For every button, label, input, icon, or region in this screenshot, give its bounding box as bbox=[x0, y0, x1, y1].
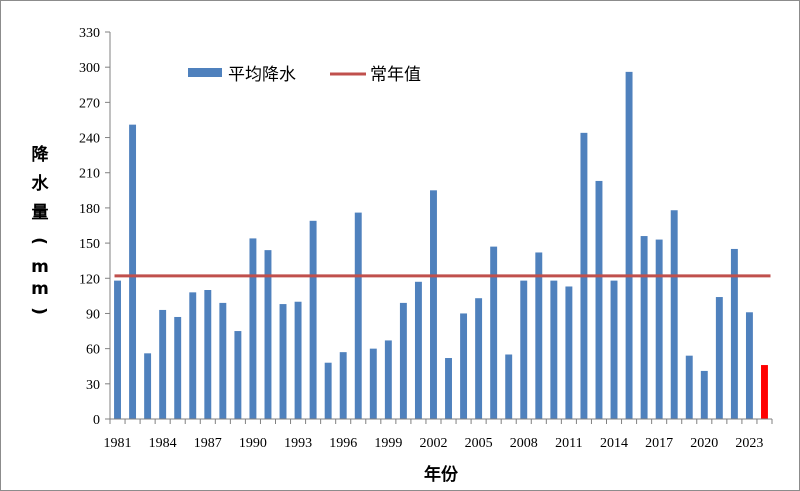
y-tick-label-60: 60 bbox=[86, 343, 100, 358]
x-tick-label-2002: 2002 bbox=[419, 436, 447, 451]
x-tick-label-1999: 1999 bbox=[374, 436, 402, 451]
bar-2000 bbox=[399, 302, 407, 419]
bar-2018 bbox=[670, 210, 678, 419]
bar-2017 bbox=[655, 239, 663, 419]
y-tick-label-300: 300 bbox=[79, 61, 100, 76]
x-tick-label-2014: 2014 bbox=[600, 436, 628, 451]
bar-1990 bbox=[249, 238, 257, 419]
bar-1987 bbox=[204, 290, 212, 419]
y-tick-label-0: 0 bbox=[93, 413, 100, 428]
bar-1993 bbox=[294, 301, 302, 419]
x-axis-title: 年份 bbox=[424, 464, 459, 485]
bar-series bbox=[114, 71, 768, 420]
bar-2022 bbox=[730, 248, 738, 419]
y-axis: 0 30 60 90 120 150 180 210 240 270 300 330 bbox=[79, 26, 111, 428]
y-tick-label-270: 270 bbox=[79, 96, 100, 111]
y-axis-title-char: 量 bbox=[32, 202, 49, 223]
bar-2007 bbox=[505, 354, 513, 419]
x-tick-label-1984: 1984 bbox=[149, 436, 177, 451]
x-tick-label-1993: 1993 bbox=[284, 436, 312, 451]
bar-2011 bbox=[565, 286, 573, 419]
y-axis-title-char: ( bbox=[29, 237, 49, 245]
bar-1981 bbox=[114, 280, 121, 419]
bar-1995 bbox=[324, 362, 332, 419]
x-tick-label-1990: 1990 bbox=[239, 436, 267, 451]
y-tick-label-210: 210 bbox=[79, 167, 100, 182]
y-axis-title-char: ) bbox=[29, 307, 49, 315]
bar-2010 bbox=[550, 280, 558, 419]
legend-swatch-bar bbox=[188, 68, 222, 77]
bar-1991 bbox=[264, 250, 272, 419]
legend: 平均降水 常年值 bbox=[188, 65, 421, 85]
bar-2013 bbox=[595, 180, 603, 419]
bar-2004 bbox=[460, 313, 468, 419]
y-axis-title-char: m bbox=[31, 279, 49, 299]
y-tick-label-90: 90 bbox=[86, 307, 100, 322]
bar-2023 bbox=[745, 312, 753, 419]
bar-2008 bbox=[520, 280, 528, 419]
y-tick-label-330: 330 bbox=[79, 26, 100, 41]
bar-1994 bbox=[309, 220, 317, 419]
bar-2003 bbox=[445, 358, 452, 419]
bar-2006 bbox=[490, 246, 498, 419]
y-tick-label-120: 120 bbox=[79, 272, 100, 287]
bar-2020 bbox=[700, 370, 708, 419]
x-tick-label-2020: 2020 bbox=[690, 436, 718, 451]
y-tick-label-180: 180 bbox=[79, 202, 100, 217]
bar-2001 bbox=[414, 281, 422, 419]
x-tick-label-2011: 2011 bbox=[555, 436, 582, 451]
bar-1997 bbox=[354, 212, 362, 419]
bar-1988 bbox=[219, 302, 227, 419]
y-axis-title: 降水量 ( mm) bbox=[29, 144, 50, 315]
bar-2002 bbox=[430, 190, 437, 419]
bar-2005 bbox=[475, 298, 483, 419]
x-axis: 1981 1984 1987 1990 1993 1996 1999 2002 2005 2008… bbox=[104, 418, 773, 451]
bar-2016 bbox=[640, 236, 648, 419]
y-axis-title-char: 水 bbox=[32, 173, 50, 194]
bar-1989 bbox=[234, 331, 242, 419]
legend-label-bar: 平均降水 bbox=[228, 65, 296, 85]
bar-1986 bbox=[189, 292, 197, 419]
bar-1982 bbox=[129, 124, 137, 420]
bar-1999 bbox=[384, 340, 392, 419]
bar-2014 bbox=[610, 280, 618, 419]
bar-1984 bbox=[159, 309, 167, 419]
legend-label-line: 常年值 bbox=[370, 65, 421, 85]
bar-1983 bbox=[144, 353, 152, 419]
bar-2019 bbox=[685, 355, 693, 419]
x-tick-label-2005: 2005 bbox=[465, 436, 493, 451]
x-tick-label-1981: 1981 bbox=[104, 436, 132, 451]
x-tick-label-1996: 1996 bbox=[329, 436, 357, 451]
bar-1998 bbox=[369, 348, 377, 419]
x-tick-label-2017: 2017 bbox=[645, 436, 673, 451]
bar-1996 bbox=[339, 352, 347, 419]
bar-2021 bbox=[715, 297, 723, 419]
bar-1985 bbox=[174, 316, 182, 419]
y-tick-label-30: 30 bbox=[86, 378, 100, 393]
y-tick-label-240: 240 bbox=[79, 132, 100, 147]
bar-2015 bbox=[625, 71, 633, 420]
y-tick-label-150: 150 bbox=[79, 237, 100, 252]
x-tick-label-2008: 2008 bbox=[510, 436, 538, 451]
y-axis-title-char: 降 bbox=[32, 144, 50, 165]
x-tick-label-1987: 1987 bbox=[194, 436, 222, 451]
x-tick-label-2023: 2023 bbox=[735, 436, 763, 451]
bar-2024 bbox=[761, 365, 768, 419]
bar-2009 bbox=[535, 252, 543, 419]
bar-1992 bbox=[279, 304, 287, 419]
y-axis-title-char: m bbox=[31, 257, 49, 277]
